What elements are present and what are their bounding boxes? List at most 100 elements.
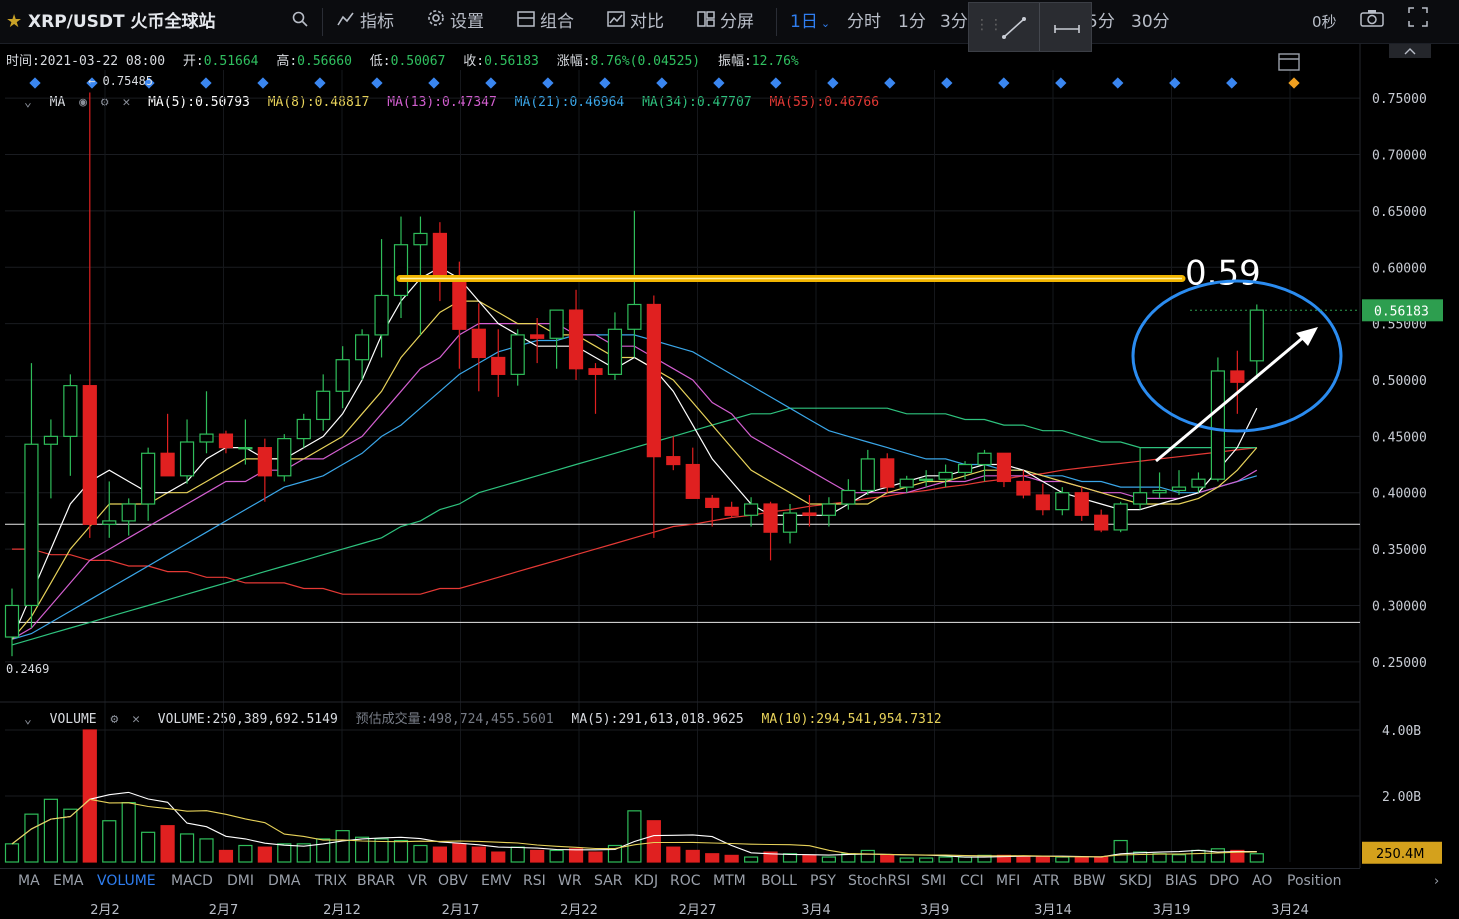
- event-marker: [542, 77, 554, 89]
- candle-up: [355, 334, 370, 361]
- top-toolbar: ★ XRP/USDT 火币全球站 指标 设置 组合 对比 分屏 1日 ⌄ 分时 1…: [0, 0, 1459, 52]
- collapse-chevron-icon[interactable]: ⌄: [24, 712, 32, 727]
- candle-up: [607, 328, 623, 375]
- volume-estimate: 预估成交量:498,724,455.5601: [355, 712, 554, 727]
- indicator-tab-roc[interactable]: ROC: [670, 873, 701, 889]
- indicator-tab-dma[interactable]: DMA: [268, 873, 301, 889]
- timeframe-1m[interactable]: 1分: [898, 12, 926, 32]
- indicator-tab-sar[interactable]: SAR: [594, 873, 623, 889]
- indicator-tab-cci[interactable]: CCI: [960, 873, 984, 889]
- volume-value: VOLUME:250,389,692.5149: [157, 712, 338, 727]
- indicator-tab-brar[interactable]: BRAR: [357, 873, 396, 889]
- fullscreen-icon[interactable]: [1408, 0, 1428, 44]
- indicator-tab-bbw[interactable]: BBW: [1073, 873, 1106, 889]
- settings-button[interactable]: 设置: [427, 0, 484, 44]
- chevron-right-icon[interactable]: ›: [1434, 874, 1440, 889]
- candle-up: [63, 385, 78, 437]
- volume-bar: [432, 846, 447, 863]
- volume-bar: [1016, 855, 1031, 863]
- close-value: 0.56183: [484, 54, 539, 69]
- candle-up: [977, 452, 992, 466]
- time-value: 2021-03-22 08:00: [39, 54, 166, 69]
- price-tick-label: 0.60000: [1372, 261, 1427, 276]
- camera-icon[interactable]: [1360, 0, 1384, 44]
- candle-down: [1094, 514, 1109, 531]
- date-axis: 2月2 2月7 2月12 2月17 2月22 2月27 3月4 3月9 3月14 3月19 3月24: [0, 895, 1360, 919]
- indicator-tab-ma[interactable]: MA: [18, 873, 40, 889]
- collapse-handle[interactable]: [1389, 44, 1431, 58]
- volume-bar: [452, 843, 467, 863]
- volume-bar: [802, 854, 817, 863]
- symbol-title[interactable]: XRP/USDT 火币全球站: [28, 12, 216, 32]
- indicator-tab-skdj[interactable]: SKDJ: [1119, 873, 1152, 889]
- volume-bar: [199, 838, 214, 863]
- indicator-tab-trix[interactable]: TRIX: [315, 873, 347, 889]
- volume-bar: [257, 846, 272, 863]
- indicator-tab-mfi[interactable]: MFI: [996, 873, 1021, 889]
- candle-up: [1191, 478, 1206, 488]
- drag-handle-icon[interactable]: ⋮⋮: [975, 17, 1003, 33]
- indicator-tab-wr[interactable]: WR: [558, 873, 582, 889]
- candle-up: [860, 458, 875, 492]
- indicator-tab-atr[interactable]: ATR: [1033, 873, 1060, 889]
- trend-arrow-line: [1155, 334, 1306, 463]
- indicator-tab-emv[interactable]: EMV: [481, 873, 512, 889]
- candle-down: [996, 452, 1012, 483]
- chevron-down-icon: ⌄: [820, 17, 831, 30]
- combo-button[interactable]: 组合: [517, 0, 574, 44]
- volume-bar: [218, 849, 234, 863]
- eye-icon[interactable]: ◉: [79, 95, 87, 110]
- volume-bar: [510, 846, 525, 863]
- indicator-tab-kdj[interactable]: KDJ: [634, 873, 659, 889]
- date-tick-label: 2月12: [323, 903, 361, 918]
- date-tick-label: 3月24: [1271, 903, 1309, 918]
- indicator-tab-bias[interactable]: BIAS: [1165, 873, 1198, 889]
- timeframe-30m[interactable]: 30分: [1131, 12, 1170, 32]
- indicator-tab-volume[interactable]: VOLUME: [97, 873, 156, 889]
- timeframe-1d-dropdown[interactable]: 1日 ⌄: [790, 0, 830, 44]
- search-icon[interactable]: [292, 0, 308, 44]
- indicator-tab-rsi[interactable]: RSI: [523, 873, 546, 889]
- indicator-tab-smi[interactable]: SMI: [921, 873, 947, 889]
- volume-bar: [1074, 856, 1089, 863]
- candle-up: [919, 478, 934, 482]
- trend-line-tool-icon[interactable]: [1001, 16, 1027, 40]
- indicator-tab-mtm[interactable]: MTM: [713, 873, 746, 889]
- indicator-tab-vr[interactable]: VR: [408, 873, 428, 889]
- timeframe-5m[interactable]: 5分: [1087, 12, 1115, 32]
- volume-bar: [1152, 853, 1167, 863]
- candle-up: [627, 303, 642, 330]
- indicator-tab-ao[interactable]: AO: [1252, 873, 1273, 889]
- indicator-tab-psy[interactable]: PSY: [810, 873, 836, 889]
- gear-icon[interactable]: ⚙: [110, 712, 119, 727]
- favorite-star-icon[interactable]: ★: [6, 11, 23, 32]
- close-icon[interactable]: ✕: [132, 712, 140, 727]
- indicator-tab-position[interactable]: Position: [1287, 873, 1342, 889]
- calendar-icon: [1278, 53, 1300, 71]
- volume-bar: [335, 830, 350, 863]
- split-screen-button[interactable]: 分屏: [697, 0, 754, 44]
- indicator-tab-ema[interactable]: EMA: [53, 873, 84, 889]
- candle-up: [296, 418, 311, 440]
- date-tick-label: 3月4: [801, 903, 831, 918]
- compare-button[interactable]: 对比: [607, 0, 664, 44]
- horizontal-line-tool-icon[interactable]: [1053, 23, 1081, 35]
- indicator-tab-stochrsi[interactable]: StochRSI: [848, 873, 911, 889]
- price-chart[interactable]: ← 0.75485 0.2469 0.59 0.75000 0.70000 0.650…: [0, 44, 1459, 868]
- candle-down: [491, 356, 506, 375]
- collapse-chevron-icon[interactable]: ⌄: [24, 95, 32, 110]
- close-icon[interactable]: ✕: [122, 95, 131, 110]
- indicator-tab-macd[interactable]: MACD: [171, 873, 213, 889]
- indicator-tab-boll[interactable]: BOLL: [761, 873, 797, 889]
- gear-icon: [427, 0, 445, 44]
- volume-bar: [782, 853, 798, 863]
- timeframe-3m[interactable]: 3分: [940, 12, 968, 32]
- indicator-tab-obv[interactable]: OBV: [438, 873, 468, 889]
- timeframe-timeshare[interactable]: 分时: [847, 12, 881, 32]
- indicator-tab-dpo[interactable]: DPO: [1209, 873, 1240, 889]
- horizontal-levels: [5, 523, 1360, 623]
- indicator-tab-dmi[interactable]: DMI: [227, 873, 254, 889]
- candle-up: [374, 294, 389, 336]
- indicators-button[interactable]: 指标: [337, 0, 394, 44]
- candle-up: [899, 478, 914, 488]
